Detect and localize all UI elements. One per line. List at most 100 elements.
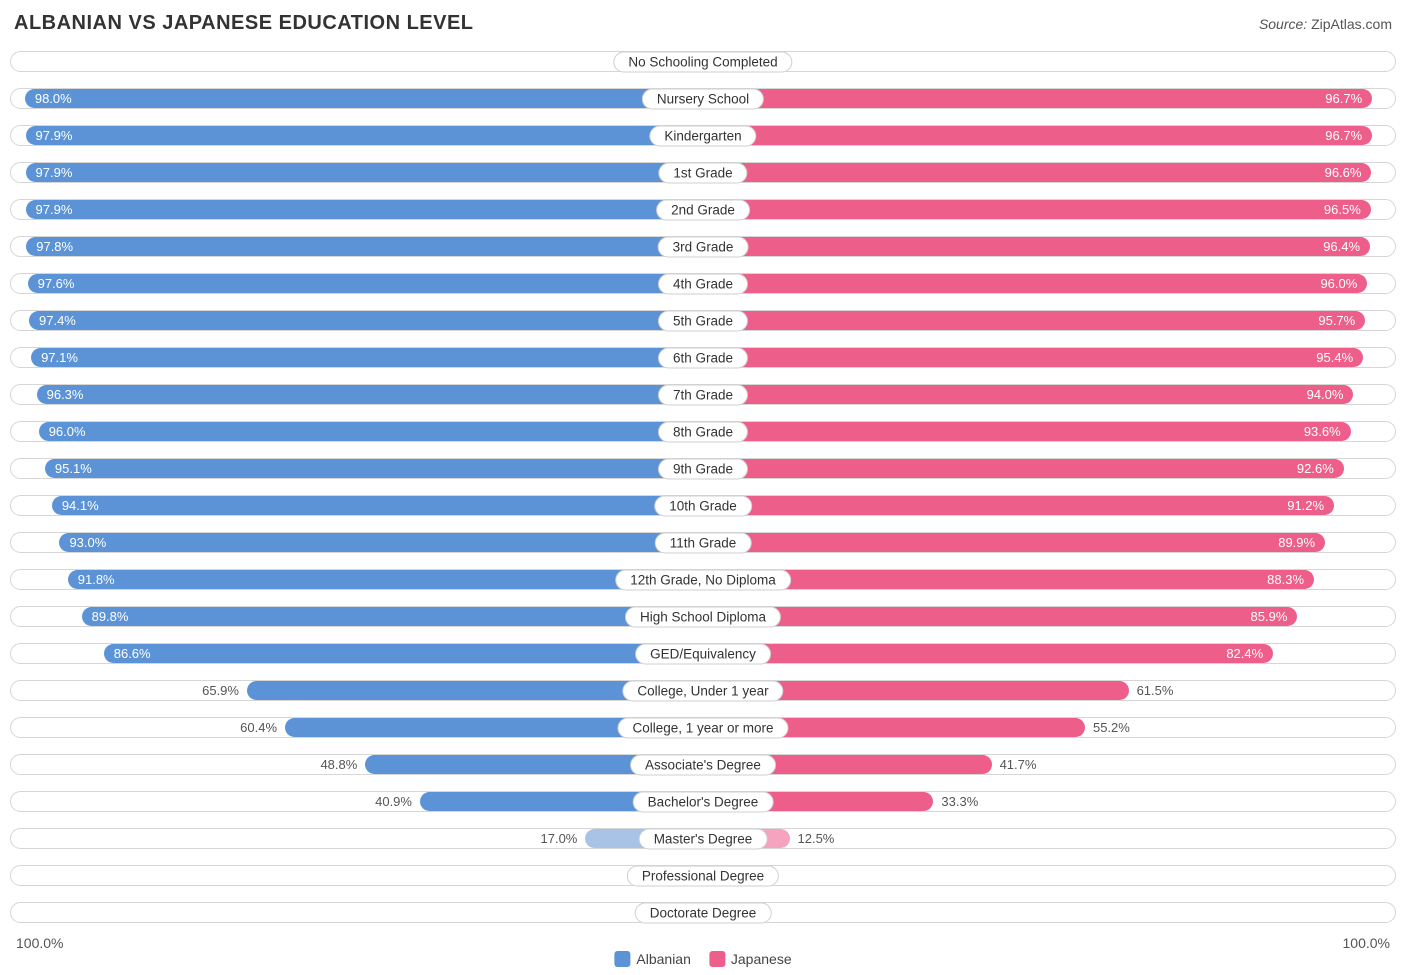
- value-right: 33.3%: [933, 792, 978, 811]
- chart-row: 96.3% 94.0% 7th Grade: [10, 378, 1396, 411]
- value-right: 94.0%: [1297, 387, 1354, 402]
- category-label: High School Diploma: [625, 606, 781, 627]
- chart-row: 97.9% 96.6% 1st Grade: [10, 156, 1396, 189]
- category-label: Doctorate Degree: [635, 902, 772, 923]
- value-left: 60.4%: [240, 718, 285, 737]
- bar-left: 86.6%: [104, 644, 703, 663]
- value-right: 12.5%: [790, 829, 835, 848]
- source-name: ZipAtlas.com: [1311, 16, 1392, 32]
- category-label: 7th Grade: [658, 384, 748, 405]
- category-label: Nursery School: [642, 88, 764, 109]
- chart-row: 86.6% 82.4% GED/Equivalency: [10, 637, 1396, 670]
- bar-right: 96.5%: [703, 200, 1371, 219]
- legend-item-left: Albanian: [614, 951, 691, 967]
- category-label: Professional Degree: [627, 865, 779, 886]
- value-right: 93.6%: [1294, 424, 1351, 439]
- category-label: 6th Grade: [658, 347, 748, 368]
- chart-row: 97.1%95.4%6th Grade: [10, 341, 1396, 374]
- bar-right: 95.4%: [703, 348, 1363, 367]
- chart-row: 97.8%96.4%3rd Grade: [10, 230, 1396, 263]
- value-left: 48.8%: [320, 755, 365, 774]
- value-left: 17.0%: [541, 829, 586, 848]
- value-right: 96.7%: [1315, 128, 1372, 143]
- value-left: 97.9%: [26, 202, 83, 217]
- category-label: 12th Grade, No Diploma: [615, 569, 791, 590]
- value-right: 96.6%: [1315, 165, 1372, 180]
- category-label: Associate's Degree: [630, 754, 776, 775]
- legend-label-right: Japanese: [731, 951, 792, 967]
- chart-row: 97.9%96.5%2nd Grade: [10, 193, 1396, 226]
- legend-swatch-right: [709, 951, 725, 967]
- value-left: 97.9%: [26, 128, 83, 143]
- value-left: 95.1%: [45, 461, 102, 476]
- chart-row: 48.8% 41.7% Associate's Degree: [10, 748, 1396, 781]
- value-left: 97.8%: [26, 239, 83, 254]
- category-label: GED/Equivalency: [635, 643, 771, 664]
- chart-row: 98.0%96.7%Nursery School: [10, 82, 1396, 115]
- bar-left: 97.8%: [26, 237, 703, 256]
- value-right: 96.0%: [1310, 276, 1367, 291]
- chart-row: 97.9% 96.7% Kindergarten: [10, 119, 1396, 152]
- bar-right: 89.9%: [703, 533, 1325, 552]
- value-left: 65.9%: [202, 681, 247, 700]
- source-label: Source:: [1259, 16, 1307, 32]
- bar-left: 97.4%: [29, 311, 703, 330]
- bar-right: 96.7%: [703, 89, 1372, 108]
- bar-left: 94.1%: [52, 496, 703, 515]
- bar-left: 97.6%: [28, 274, 703, 293]
- education-diverging-bar-chart: 2.1%3.3%No Schooling Completed98.0%96.7%…: [10, 45, 1396, 929]
- chart-row: 2.1%3.3%No Schooling Completed: [10, 45, 1396, 78]
- axis-right-max: 100.0%: [1343, 935, 1390, 951]
- chart-row: 97.6% 96.0% 4th Grade: [10, 267, 1396, 300]
- bar-right: 93.6%: [703, 422, 1351, 441]
- chart-row: 89.8% 85.9% High School Diploma: [10, 600, 1396, 633]
- bar-right: 88.3%: [703, 570, 1314, 589]
- value-left: 97.9%: [26, 165, 83, 180]
- value-right: 89.9%: [1268, 535, 1325, 550]
- value-right: 91.2%: [1277, 498, 1334, 513]
- value-left: 89.8%: [82, 609, 139, 624]
- bar-right: 91.2%: [703, 496, 1334, 515]
- value-left: 96.3%: [37, 387, 94, 402]
- value-right: 92.6%: [1287, 461, 1344, 476]
- category-label: Kindergarten: [649, 125, 756, 146]
- value-right: 61.5%: [1129, 681, 1174, 700]
- bar-left: 96.0%: [39, 422, 703, 441]
- value-right: 82.4%: [1216, 646, 1273, 661]
- chart-row: 40.9%33.3%Bachelor's Degree: [10, 785, 1396, 818]
- category-label: 5th Grade: [658, 310, 748, 331]
- category-label: College, Under 1 year: [622, 680, 783, 701]
- category-label: 1st Grade: [658, 162, 747, 183]
- chart-footer: 100.0% 100.0% Albanian Japanese: [10, 933, 1396, 955]
- bar-right: 95.7%: [703, 311, 1365, 330]
- value-right: 96.4%: [1313, 239, 1370, 254]
- value-right: 41.7%: [992, 755, 1037, 774]
- chart-row: 4.9%3.5%Professional Degree: [10, 859, 1396, 892]
- value-left: 97.6%: [28, 276, 85, 291]
- bar-left: 97.9%: [26, 200, 703, 219]
- category-label: 11th Grade: [655, 532, 752, 553]
- category-label: No Schooling Completed: [613, 51, 792, 72]
- chart-row: 65.9% 61.5% College, Under 1 year: [10, 674, 1396, 707]
- chart-row: 91.8%88.3%12th Grade, No Diploma: [10, 563, 1396, 596]
- value-right: 85.9%: [1241, 609, 1298, 624]
- chart-row: 60.4%55.2%College, 1 year or more: [10, 711, 1396, 744]
- bar-left: 89.8%: [82, 607, 703, 626]
- value-left: 97.4%: [29, 313, 86, 328]
- value-right: 96.7%: [1315, 91, 1372, 106]
- bar-right: 96.0%: [703, 274, 1367, 293]
- legend-item-right: Japanese: [709, 951, 792, 967]
- value-right: 95.7%: [1308, 313, 1365, 328]
- bar-left: 97.1%: [31, 348, 703, 367]
- chart-row: 95.1%92.6%9th Grade: [10, 452, 1396, 485]
- bar-right: 96.7%: [703, 126, 1372, 145]
- axis-left-max: 100.0%: [16, 935, 63, 951]
- category-label: Bachelor's Degree: [633, 791, 774, 812]
- bar-right: 92.6%: [703, 459, 1344, 478]
- category-label: 4th Grade: [658, 273, 748, 294]
- value-left: 94.1%: [52, 498, 109, 513]
- value-right: 88.3%: [1257, 572, 1314, 587]
- legend-label-left: Albanian: [636, 951, 691, 967]
- chart-row: 17.0%12.5%Master's Degree: [10, 822, 1396, 855]
- value-right: 96.5%: [1314, 202, 1371, 217]
